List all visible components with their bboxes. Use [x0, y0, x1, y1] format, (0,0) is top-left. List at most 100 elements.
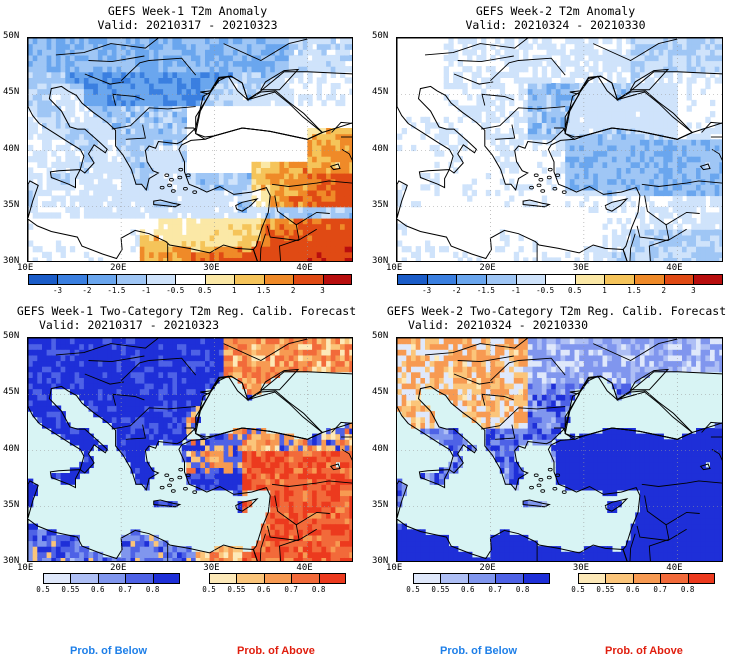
- grid-cell: [696, 38, 702, 45]
- grid-cell: [218, 206, 225, 213]
- grid-cell: [349, 128, 352, 135]
- grid-cell: [700, 54, 706, 62]
- grid-cell: [181, 133, 187, 140]
- grid-cell: [321, 49, 327, 56]
- grid-cell: [79, 195, 85, 202]
- grid-cell: [28, 534, 34, 542]
- grid-cell: [719, 150, 722, 157]
- grid-cell: [228, 49, 234, 56]
- grid-cell: [260, 439, 267, 446]
- grid-cell: [644, 195, 650, 202]
- grid-cell: [349, 257, 352, 261]
- grid-cell: [209, 178, 215, 185]
- grid-cell: [672, 173, 678, 180]
- grid-cell: [130, 105, 136, 112]
- grid-cell: [232, 557, 239, 561]
- grid-cell: [700, 189, 706, 197]
- grid-cell: [163, 49, 169, 56]
- grid-cell: [139, 139, 146, 146]
- grid-cell: [32, 60, 38, 67]
- grid-cell: [574, 116, 580, 123]
- grid-cell: [574, 173, 580, 180]
- grid-cell: [228, 99, 234, 107]
- grid-cell: [588, 144, 594, 152]
- grid-cell: [205, 189, 211, 197]
- grid-cell: [541, 116, 548, 123]
- country-border: [111, 106, 196, 130]
- grid-cell: [167, 150, 173, 157]
- grid-cell: [696, 60, 702, 67]
- grid-cell: [462, 189, 468, 197]
- grid-cell: [453, 251, 459, 258]
- grid-cell: [69, 551, 76, 558]
- grid-cell: [639, 156, 646, 163]
- grid-cell: [705, 251, 711, 258]
- grid-cell: [163, 116, 169, 123]
- grid-cell: [232, 212, 239, 219]
- grid-cell: [97, 383, 104, 390]
- grid-cell: [597, 246, 604, 253]
- grid-cell: [214, 54, 220, 62]
- grid-cell: [700, 206, 706, 213]
- grid-cell: [139, 405, 146, 412]
- grid-cell: [121, 77, 127, 84]
- grid-cell: [88, 201, 94, 208]
- grid-cell: [340, 139, 346, 146]
- grid-cell: [46, 105, 52, 112]
- grid-cell: [139, 461, 146, 468]
- grid-cell: [135, 534, 141, 542]
- grid-cell: [326, 161, 332, 168]
- grid-cell: [139, 161, 146, 168]
- grid-cell: [135, 388, 141, 395]
- grid-cell: [153, 144, 159, 152]
- grid-cell: [682, 178, 688, 185]
- grid-cell: [569, 128, 576, 135]
- grid-cell: [597, 139, 604, 146]
- grid-cell: [672, 184, 678, 191]
- grid-cell: [177, 206, 183, 213]
- grid-cell: [518, 139, 524, 146]
- grid-cell: [481, 77, 487, 84]
- grid-cell: [153, 195, 159, 202]
- grid-cell: [476, 66, 482, 73]
- grid-cell: [42, 77, 48, 84]
- grid-cell: [672, 251, 678, 258]
- grid-cell: [130, 60, 136, 67]
- grid-cell: [710, 234, 716, 242]
- grid-cell: [172, 343, 178, 350]
- grid-cell: [37, 360, 43, 367]
- grid-cell: [344, 212, 350, 219]
- grid-cell: [163, 218, 169, 225]
- grid-cell: [214, 212, 220, 219]
- grid-cell: [593, 128, 599, 135]
- grid-cell: [616, 139, 622, 146]
- grid-cell: [102, 139, 108, 146]
- grid-cell: [546, 122, 552, 129]
- grid-cell: [139, 94, 146, 101]
- grid-cell: [700, 240, 706, 247]
- grid-cell: [710, 173, 716, 180]
- grid-cell: [302, 54, 309, 62]
- grid-cell: [209, 206, 215, 213]
- grid-cell: [537, 54, 543, 62]
- grid-cell: [518, 128, 524, 135]
- grid-cell: [28, 77, 34, 84]
- grid-cell: [658, 229, 664, 236]
- grid-cell: [228, 450, 234, 457]
- grid-cell: [177, 105, 183, 112]
- grid-cell: [97, 206, 104, 213]
- grid-cell: [616, 240, 622, 247]
- grid-cell: [125, 338, 132, 345]
- grid-cell: [74, 212, 80, 219]
- grid-cell: [672, 206, 678, 213]
- grid-cell: [326, 195, 332, 202]
- grid-cell: [588, 49, 594, 56]
- grid-cell: [55, 116, 62, 123]
- grid-cell: [144, 111, 150, 118]
- grid-cell: [237, 354, 243, 362]
- grid-cell: [107, 338, 113, 345]
- grid-cell: [209, 456, 215, 463]
- grid-cell: [649, 167, 655, 174]
- grid-cell: [125, 534, 132, 542]
- grid-cell: [130, 156, 136, 163]
